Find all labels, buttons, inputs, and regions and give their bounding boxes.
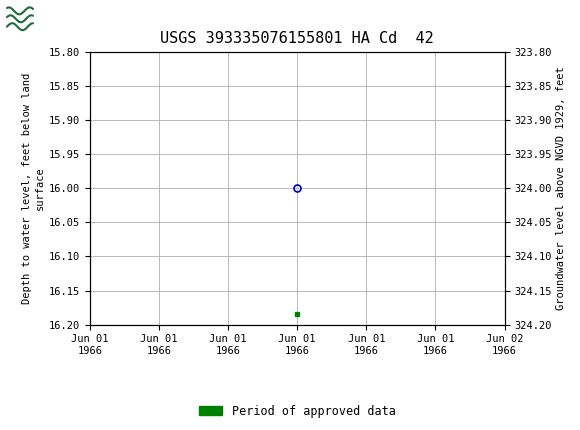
Y-axis label: Groundwater level above NGVD 1929, feet: Groundwater level above NGVD 1929, feet bbox=[556, 66, 566, 310]
Title: USGS 393335076155801 HA Cd  42: USGS 393335076155801 HA Cd 42 bbox=[161, 31, 434, 46]
Bar bbox=[6, 5, 34, 33]
Legend: Period of approved data: Period of approved data bbox=[194, 400, 400, 423]
Y-axis label: Depth to water level, feet below land
surface: Depth to water level, feet below land su… bbox=[21, 73, 45, 304]
Text: USGS: USGS bbox=[39, 10, 95, 28]
